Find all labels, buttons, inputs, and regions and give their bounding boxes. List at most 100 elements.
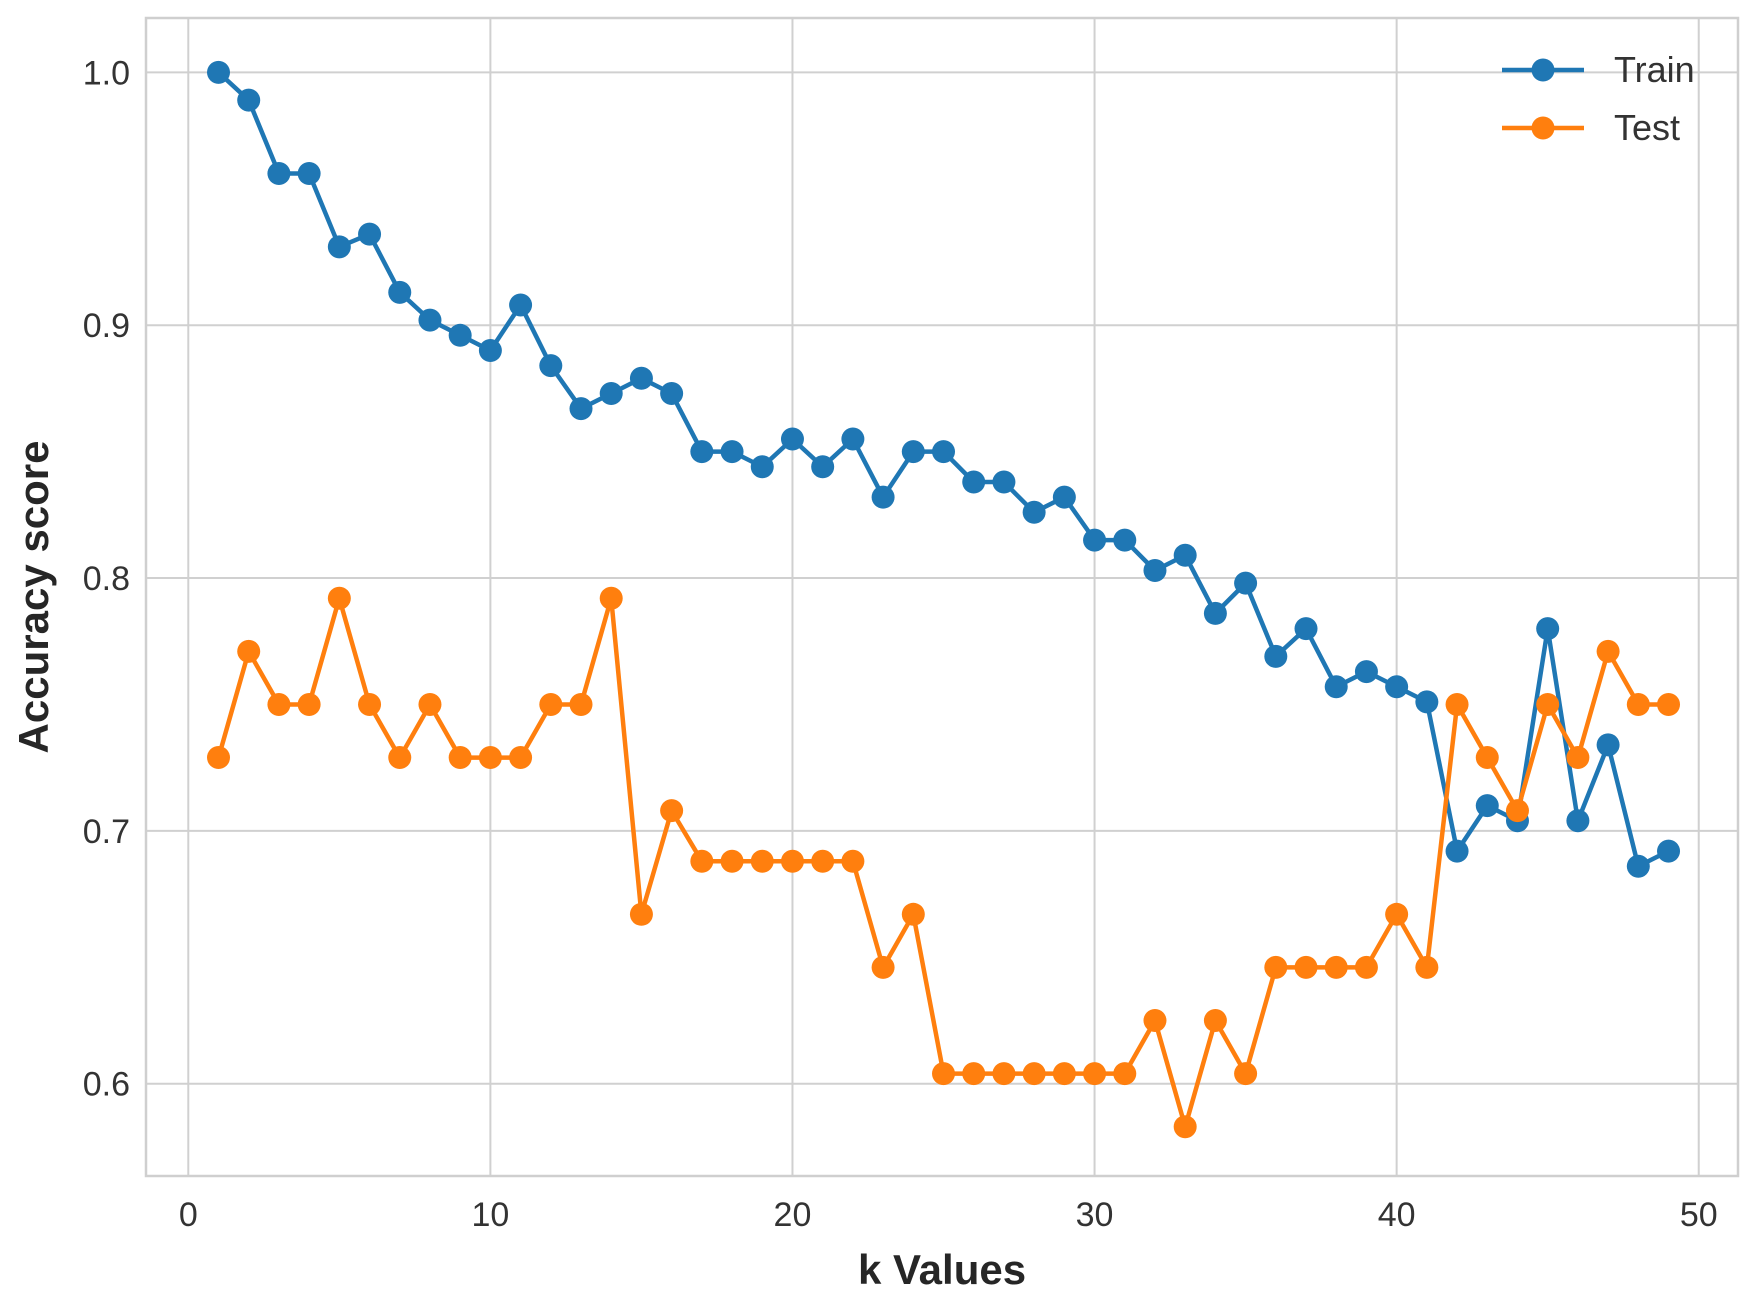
plot-frame [144, 16, 1740, 1178]
test-point [207, 746, 231, 770]
train-point [1264, 644, 1288, 668]
train-point [992, 470, 1016, 494]
test-point [509, 746, 533, 770]
x-tick-label: 40 [1378, 1196, 1416, 1234]
train-point [1203, 601, 1227, 625]
train-point [1626, 854, 1650, 878]
test-point [1657, 692, 1681, 716]
test-point [811, 849, 835, 873]
test-point [1264, 955, 1288, 979]
test-point [1113, 1062, 1137, 1086]
test-point [690, 849, 714, 873]
test-point [780, 849, 804, 873]
test-point [1596, 639, 1620, 663]
y-tick-label: 0.8 [83, 560, 130, 598]
test-point [237, 639, 261, 663]
train-point [297, 161, 321, 185]
series-train [207, 60, 1681, 878]
train-point [841, 427, 865, 451]
test-point [901, 902, 925, 926]
test-point [1324, 955, 1348, 979]
train-point [1596, 733, 1620, 757]
test-point [1566, 746, 1590, 770]
test-point [267, 692, 291, 716]
test-point [418, 692, 442, 716]
test-point [1173, 1115, 1197, 1139]
test-point [962, 1062, 986, 1086]
train-point [780, 427, 804, 451]
legend-test-label: Test [1614, 107, 1680, 148]
train-point [1143, 558, 1167, 582]
train-point [448, 323, 472, 347]
train-point [750, 455, 774, 479]
y-tick-label: 1.0 [83, 54, 130, 92]
test-point [629, 902, 653, 926]
test-point [1536, 692, 1560, 716]
test-point [599, 586, 623, 610]
train-point [267, 161, 291, 185]
test-point [1294, 955, 1318, 979]
test-point [539, 692, 563, 716]
y-tick-label: 0.6 [83, 1066, 130, 1104]
y-tick-label: 0.7 [83, 813, 130, 851]
test-point [1052, 1062, 1076, 1086]
train-point [1415, 690, 1439, 714]
train-point [871, 485, 895, 509]
train-point [1173, 543, 1197, 567]
test-point [448, 746, 472, 770]
test-point [327, 586, 351, 610]
train-point [1052, 485, 1076, 509]
test-point [750, 849, 774, 873]
x-tick-label: 30 [1076, 1196, 1114, 1234]
train-point [539, 354, 563, 378]
test-point [569, 692, 593, 716]
train-point [599, 381, 623, 405]
train-point [720, 440, 744, 464]
x-axis-title: k Values [858, 1246, 1026, 1293]
x-tick-label: 10 [471, 1196, 509, 1234]
train-point [932, 440, 956, 464]
train-point [569, 397, 593, 421]
legend: Train Test [1502, 49, 1695, 148]
x-tick-label: 50 [1680, 1196, 1718, 1234]
train-point [237, 88, 261, 112]
test-point [1505, 799, 1529, 823]
train-point [1354, 660, 1378, 684]
test-point [1143, 1009, 1167, 1033]
train-point [1536, 617, 1560, 641]
test-point [1203, 1009, 1227, 1033]
train-point [1566, 809, 1590, 833]
series-test [207, 586, 1681, 1139]
train-point [418, 308, 442, 332]
series-group [207, 60, 1681, 1139]
legend-item-train: Train [1502, 49, 1695, 90]
train-point [1234, 571, 1258, 595]
train-point [1022, 500, 1046, 524]
test-point [841, 849, 865, 873]
y-tick-label: 0.9 [83, 307, 130, 345]
x-tick-label: 20 [774, 1196, 812, 1234]
train-point [1445, 839, 1469, 863]
test-point [1415, 955, 1439, 979]
train-point [327, 235, 351, 259]
test-point [992, 1062, 1016, 1086]
train-point [509, 293, 533, 317]
test-point [720, 849, 744, 873]
train-point [1657, 839, 1681, 863]
test-point [388, 746, 412, 770]
train-point [1385, 675, 1409, 699]
test-point [1022, 1062, 1046, 1086]
train-point [690, 440, 714, 464]
test-point [1445, 692, 1469, 716]
legend-item-test: Test [1502, 107, 1680, 148]
train-point [901, 440, 925, 464]
test-point [1626, 692, 1650, 716]
legend-test-marker [1531, 116, 1555, 140]
y-tick-labels: 0.6 0.7 0.8 0.9 1.0 [83, 54, 130, 1103]
test-point [1385, 902, 1409, 926]
y-axis-title: Accuracy score [10, 441, 57, 754]
train-point [1475, 794, 1499, 818]
gridlines [146, 18, 1738, 1176]
